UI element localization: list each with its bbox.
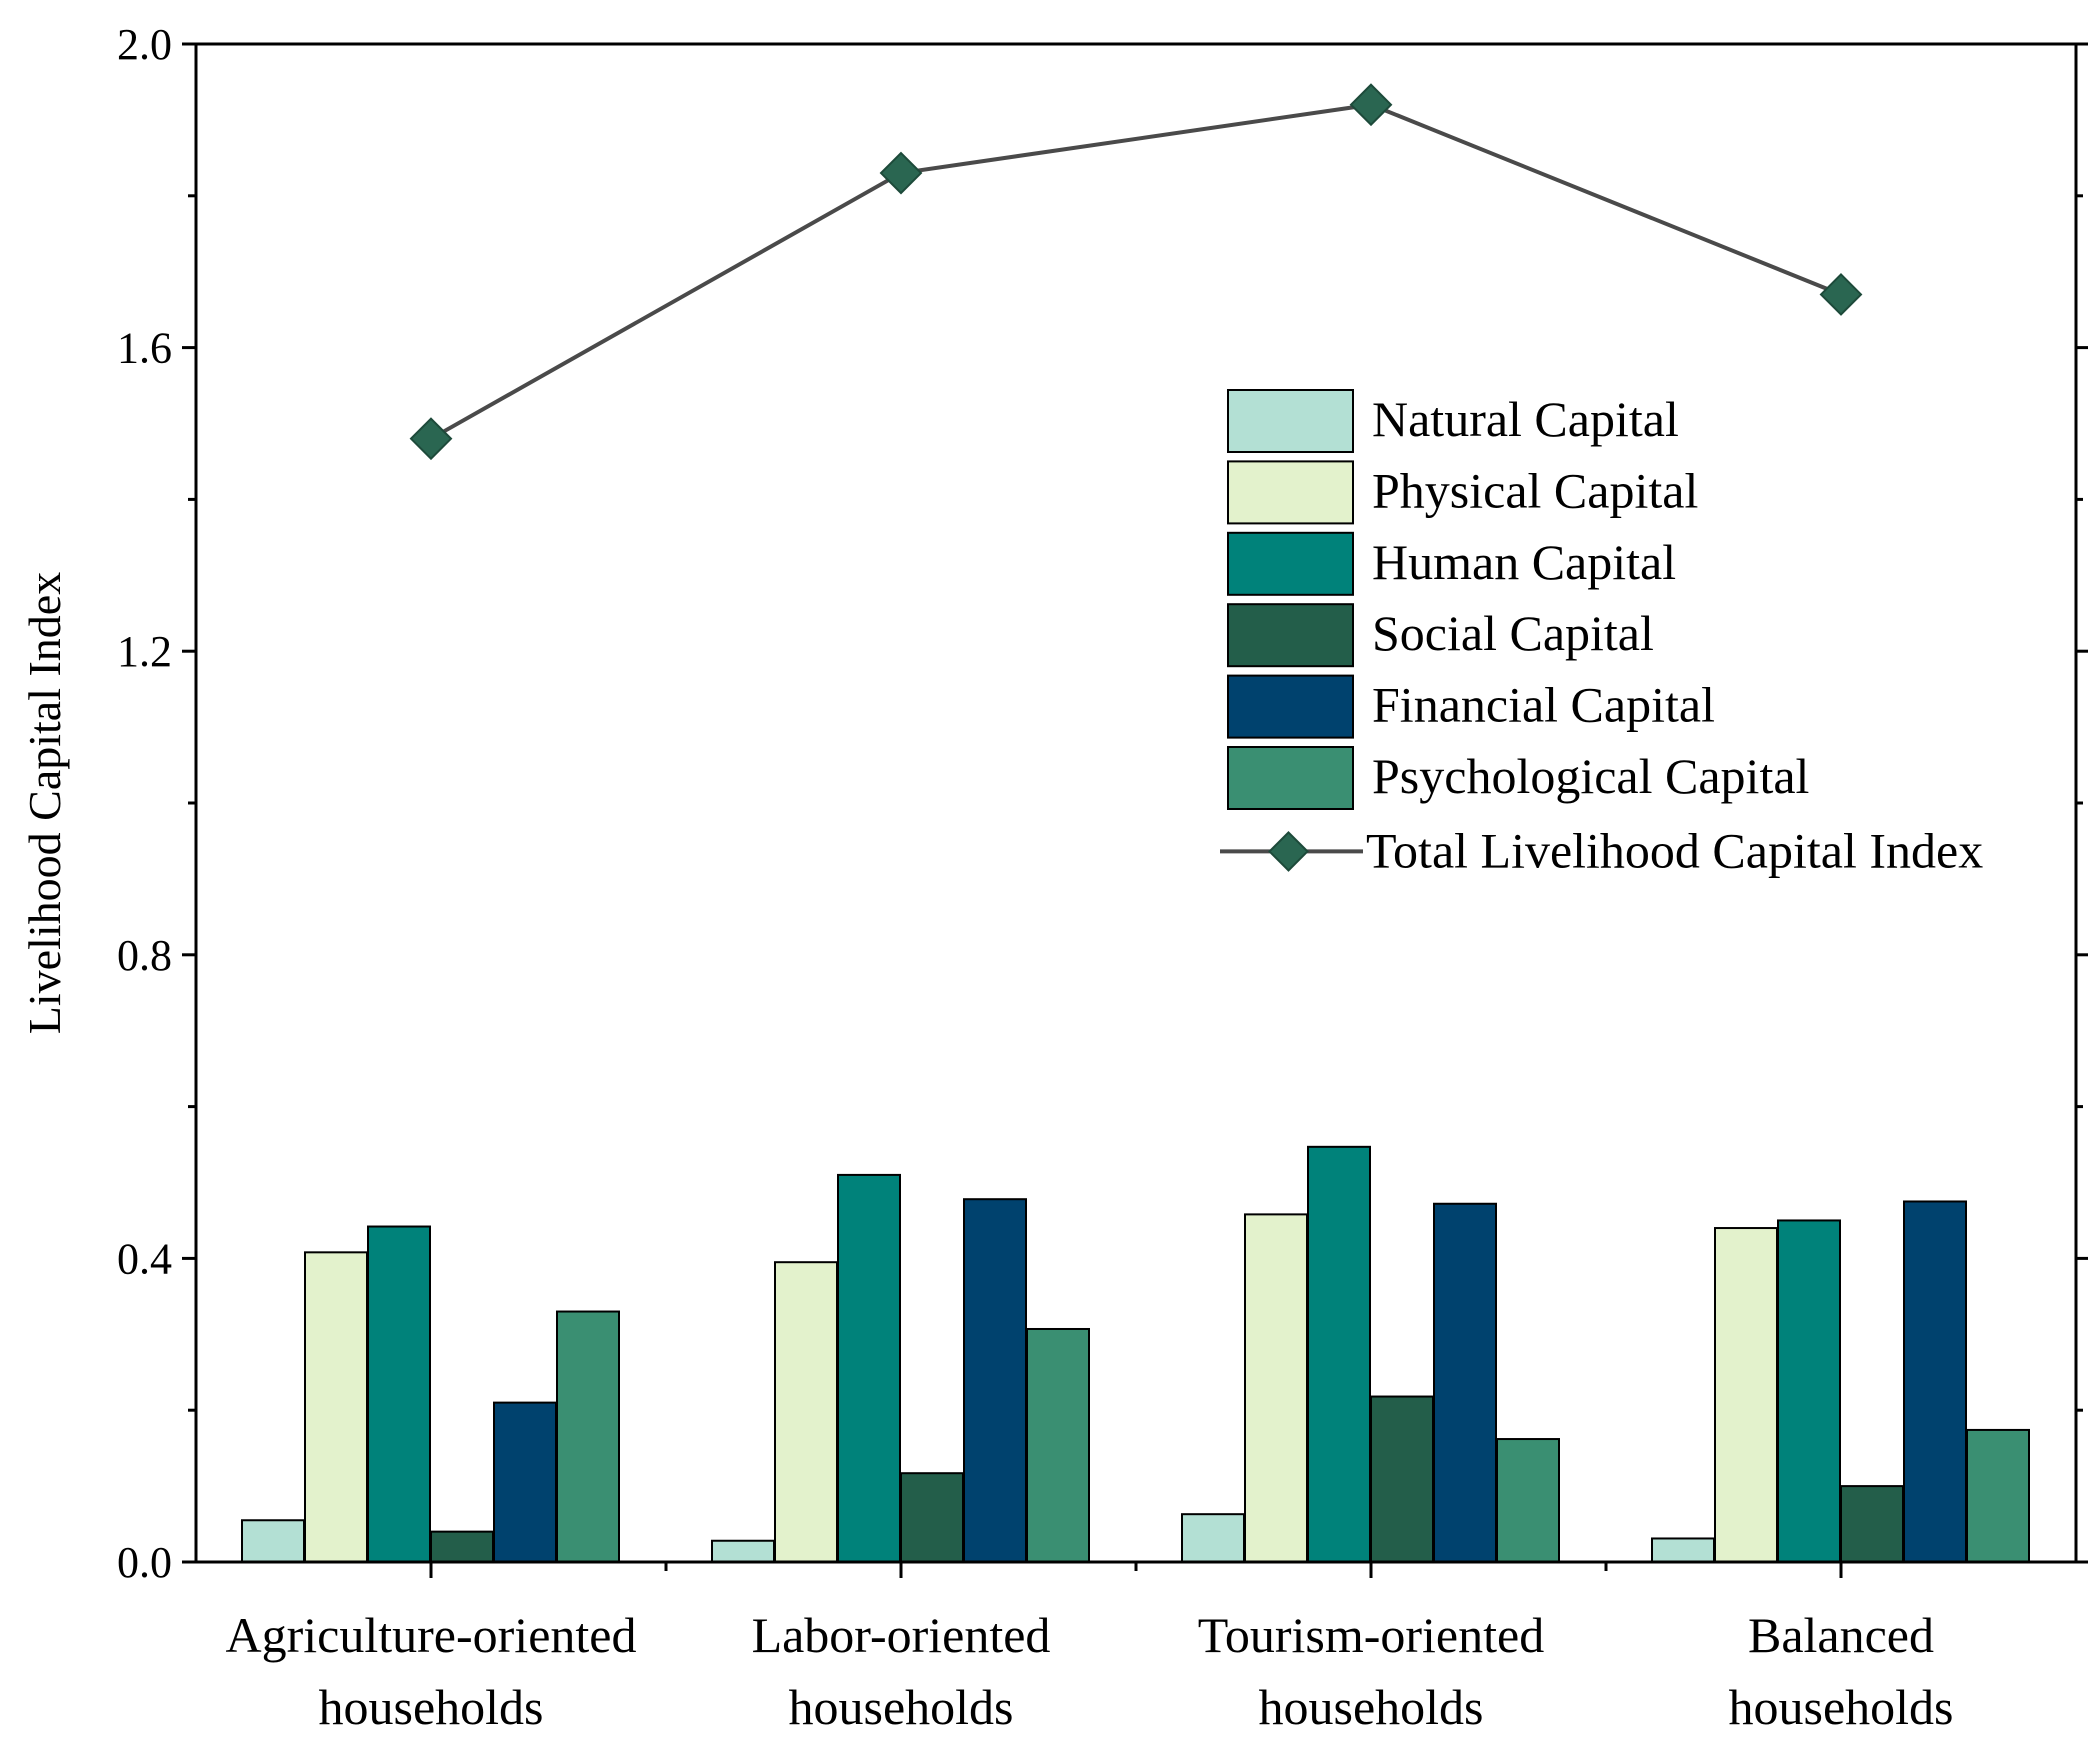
- bar-natural-capital-2: [1181, 1513, 1245, 1563]
- legend-label: Social Capital: [1372, 605, 1654, 661]
- legend-swatch-social-capital: [1227, 603, 1354, 668]
- bar-psychological-capital-1: [1026, 1327, 1090, 1564]
- bar-human-capital-1: [837, 1173, 901, 1564]
- legend-label: Psychological Capital: [1372, 748, 1809, 804]
- bar-physical-capital-1: [774, 1261, 838, 1563]
- bar-social-capital-0: [430, 1530, 494, 1564]
- legend-label: Natural Capital: [1372, 391, 1679, 447]
- y-axis-title: Livelihood Capital Index: [19, 572, 70, 1034]
- legend-swatch-natural-capital: [1227, 389, 1354, 453]
- legend-label: Financial Capital: [1372, 677, 1715, 733]
- bar-psychological-capital-2: [1496, 1438, 1560, 1563]
- legend-swatch-human-capital: [1227, 531, 1354, 596]
- total-index-marker-0: [409, 417, 453, 461]
- bar-financial-capital-0: [493, 1401, 557, 1563]
- x-category-label: households: [319, 1679, 544, 1735]
- legend-swatch-psychological-capital: [1227, 746, 1354, 810]
- bar-social-capital-1: [900, 1472, 964, 1564]
- line-layer: [409, 83, 1863, 461]
- total-index-marker-1: [879, 151, 923, 195]
- y-tick-label: 1.6: [117, 324, 172, 373]
- bar-social-capital-3: [1840, 1485, 1904, 1563]
- bar-psychological-capital-3: [1966, 1428, 2030, 1563]
- axis-layer: 0.0 0.4 0.8 1.2 1.6 2.0 Agriculture-oriented ho…: [117, 20, 2088, 1735]
- bar-human-capital-3: [1777, 1219, 1841, 1563]
- x-category-label: households: [1729, 1679, 1954, 1735]
- bar-financial-capital-2: [1433, 1202, 1497, 1563]
- bar-human-capital-2: [1307, 1145, 1371, 1564]
- legend-diamond-marker: [1268, 830, 1309, 872]
- bar-financial-capital-3: [1903, 1200, 1967, 1563]
- total-index-marker-2: [1349, 83, 1393, 127]
- bar-physical-capital-3: [1714, 1227, 1778, 1564]
- x-category-label: Labor-oriented: [752, 1607, 1051, 1663]
- legend-swatch-physical-capital: [1227, 460, 1354, 525]
- y-tick-label: 0.4: [117, 1234, 172, 1283]
- y-tick-label: 0.0: [117, 1538, 172, 1587]
- bar-human-capital-0: [367, 1225, 431, 1563]
- bar-financial-capital-1: [963, 1198, 1027, 1563]
- bar-social-capital-2: [1370, 1395, 1434, 1563]
- y-tick-label: 1.2: [117, 627, 172, 676]
- legend-swatch-financial-capital: [1227, 674, 1354, 739]
- bars-layer: [241, 1145, 2030, 1564]
- bar-physical-capital-2: [1244, 1213, 1308, 1564]
- bar-natural-capital-1: [711, 1539, 775, 1564]
- x-category-label: Agriculture-oriented: [226, 1607, 637, 1663]
- bar-physical-capital-0: [304, 1251, 368, 1563]
- x-category-label: households: [789, 1679, 1014, 1735]
- legend-label: Human Capital: [1372, 534, 1676, 590]
- y-tick-label: 0.8: [117, 931, 172, 980]
- bar-natural-capital-0: [241, 1519, 305, 1564]
- x-category-label: Tourism-oriented: [1198, 1607, 1544, 1663]
- x-category-label: Balanced: [1748, 1607, 1934, 1663]
- total-index-line: [430, 102, 1842, 441]
- y-tick-label: 2.0: [117, 20, 172, 69]
- total-index-marker-3: [1819, 273, 1863, 316]
- bar-psychological-capital-0: [556, 1310, 620, 1564]
- legend-label: Total Livelihood Capital Index: [1366, 822, 1983, 878]
- legend-label: Physical Capital: [1372, 462, 1698, 518]
- bar-natural-capital-3: [1651, 1537, 1715, 1563]
- legend: Natural Capital Physical Capital Human Cap…: [1220, 389, 1983, 878]
- x-category-label: households: [1259, 1679, 1484, 1735]
